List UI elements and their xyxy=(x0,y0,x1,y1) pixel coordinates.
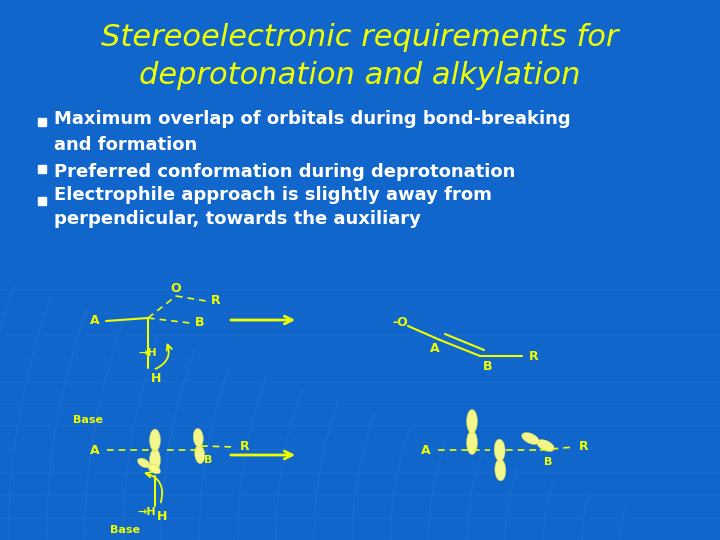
Text: R: R xyxy=(579,441,589,454)
Text: Stereoelectronic requirements for: Stereoelectronic requirements for xyxy=(102,24,618,52)
Text: R: R xyxy=(211,294,221,307)
Ellipse shape xyxy=(193,428,203,447)
Ellipse shape xyxy=(495,459,506,481)
Text: Base: Base xyxy=(73,415,103,425)
Text: R: R xyxy=(240,441,250,454)
Bar xyxy=(38,118,46,126)
Text: B: B xyxy=(195,316,204,329)
Text: A: A xyxy=(90,443,100,456)
Ellipse shape xyxy=(150,429,161,451)
Text: A: A xyxy=(430,341,440,354)
Text: →H: →H xyxy=(138,507,156,517)
Bar xyxy=(38,197,46,205)
Text: R: R xyxy=(529,349,539,362)
Ellipse shape xyxy=(150,449,161,471)
Text: →H: →H xyxy=(138,348,157,358)
Text: H: H xyxy=(150,372,161,384)
Ellipse shape xyxy=(537,440,554,451)
Text: Electrophile approach is slightly away from
perpendicular, towards the auxiliary: Electrophile approach is slightly away f… xyxy=(54,186,492,228)
Ellipse shape xyxy=(148,464,161,474)
Ellipse shape xyxy=(467,431,477,455)
Text: Preferred conformation during deprotonation: Preferred conformation during deprotonat… xyxy=(54,163,516,181)
Ellipse shape xyxy=(138,458,150,468)
Text: Maximum overlap of orbitals during bond-breaking
and formation: Maximum overlap of orbitals during bond-… xyxy=(54,111,571,153)
Text: A: A xyxy=(90,314,100,327)
Ellipse shape xyxy=(522,433,539,444)
Text: B: B xyxy=(544,457,552,467)
Text: Base: Base xyxy=(110,525,140,535)
Text: A: A xyxy=(421,443,431,456)
Ellipse shape xyxy=(467,409,477,433)
Ellipse shape xyxy=(494,439,505,461)
Text: O: O xyxy=(171,281,181,294)
Ellipse shape xyxy=(194,445,204,464)
Bar xyxy=(38,165,46,173)
Text: B: B xyxy=(204,455,212,465)
Text: deprotonation and alkylation: deprotonation and alkylation xyxy=(139,60,581,90)
Text: -O: -O xyxy=(392,316,408,329)
Text: H: H xyxy=(157,510,167,523)
Text: B: B xyxy=(483,360,492,373)
